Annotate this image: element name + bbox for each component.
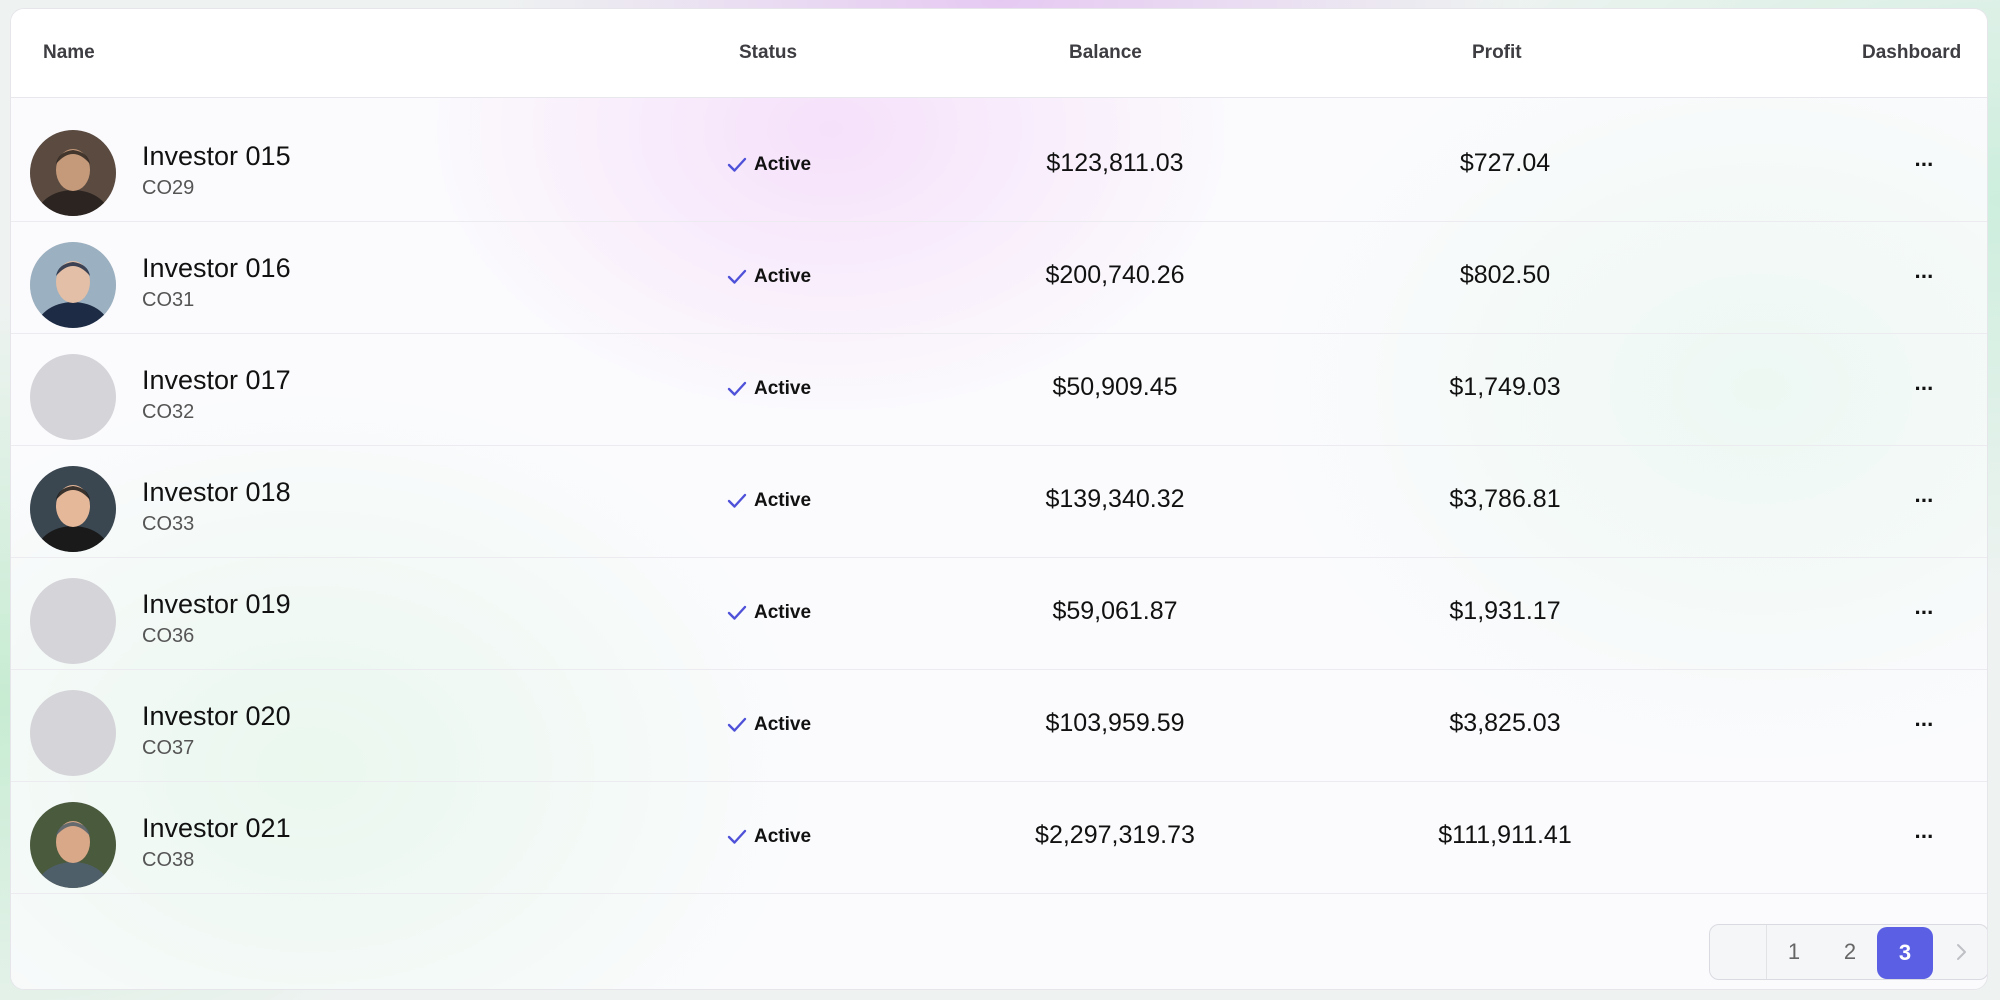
- investor-code: CO38: [142, 849, 195, 871]
- status-badge: Active: [726, 489, 811, 513]
- page-2-button[interactable]: 2: [1843, 939, 1857, 964]
- more-horizontal-icon[interactable]: ···: [1914, 376, 1935, 401]
- check-icon: [727, 157, 747, 172]
- investor-name: Investor 015: [142, 141, 291, 171]
- investor-code: CO32: [142, 401, 195, 423]
- check-icon: [727, 717, 747, 732]
- status-badge: Active: [726, 825, 811, 849]
- avatar: [30, 690, 116, 776]
- more-horizontal-icon[interactable]: ···: [1914, 488, 1935, 513]
- avatar: [30, 130, 116, 216]
- investor-name: Investor 017: [142, 365, 291, 395]
- table-row[interactable]: Investor 016 CO31 Active $200,740.26 $80…: [11, 221, 1987, 334]
- avatar: [30, 466, 116, 552]
- status-label: Active: [754, 490, 812, 511]
- more-horizontal-icon[interactable]: ···: [1914, 712, 1935, 737]
- more-horizontal-icon[interactable]: ···: [1914, 152, 1935, 177]
- avatar: [30, 578, 116, 664]
- table-row[interactable]: Investor 019 CO36 Active $59,061.87 $1,9…: [11, 557, 1987, 670]
- page-1-button[interactable]: 1: [1787, 939, 1801, 964]
- status-label: Active: [754, 602, 812, 623]
- avatar: [30, 242, 116, 328]
- table-row[interactable]: Investor 018 CO33 Active $139,340.32 $3,…: [11, 445, 1987, 558]
- investor-code: CO33: [142, 513, 195, 535]
- status-badge: Active: [726, 713, 811, 737]
- balance-value: $139,340.32: [1045, 485, 1185, 513]
- header-profit: Profit: [1472, 42, 1522, 63]
- profit-value: $111,911.41: [1438, 821, 1572, 849]
- status-label: Active: [754, 714, 812, 735]
- status-badge: Active: [726, 265, 811, 289]
- profit-value: $3,786.81: [1449, 485, 1561, 513]
- status-label: Active: [754, 826, 812, 847]
- more-horizontal-icon[interactable]: ···: [1914, 600, 1935, 625]
- investor-code: CO31: [142, 289, 195, 311]
- more-horizontal-icon[interactable]: ···: [1914, 824, 1935, 849]
- status-badge: Active: [726, 153, 811, 177]
- table-row[interactable]: Investor 015 CO29 Active $123,811.03 $72…: [11, 109, 1987, 222]
- balance-value: $2,297,319.73: [1035, 821, 1195, 849]
- pagination-next-button[interactable]: [1934, 925, 1987, 979]
- investor-name: Investor 019: [142, 589, 291, 619]
- status-badge: Active: [726, 601, 811, 625]
- profit-value: $802.50: [1459, 261, 1551, 289]
- check-icon: [727, 381, 747, 396]
- pagination-prev-button[interactable]: [1710, 925, 1767, 979]
- status-label: Active: [754, 378, 812, 399]
- table-row[interactable]: Investor 017 CO32 Active $50,909.45 $1,7…: [11, 333, 1987, 446]
- investor-name: Investor 016: [142, 253, 291, 283]
- balance-value: $50,909.45: [1052, 373, 1178, 401]
- table-row[interactable]: Investor 021 CO38 Active $2,297,319.73 $…: [11, 781, 1987, 894]
- check-icon: [727, 269, 747, 284]
- avatar: [30, 802, 116, 888]
- header-balance: Balance: [1069, 42, 1142, 63]
- balance-value: $103,959.59: [1045, 709, 1185, 737]
- profit-value: $1,749.03: [1449, 373, 1561, 401]
- investor-name: Investor 018: [142, 477, 291, 507]
- investor-code: CO29: [142, 177, 195, 199]
- balance-value: $123,811.03: [1046, 149, 1184, 177]
- avatar: [30, 354, 116, 440]
- check-icon: [727, 493, 747, 508]
- investor-name: Investor 021: [142, 813, 291, 843]
- check-icon: [727, 829, 747, 844]
- more-horizontal-icon[interactable]: ···: [1914, 264, 1935, 289]
- status-badge: Active: [726, 377, 811, 401]
- table-header: Name Status Balance Profit Dashboard: [11, 9, 1987, 98]
- header-name: Name: [43, 42, 95, 63]
- status-label: Active: [754, 154, 812, 175]
- investor-code: CO37: [142, 737, 195, 759]
- balance-value: $200,740.26: [1045, 261, 1185, 289]
- investor-code: CO36: [142, 625, 195, 647]
- profit-value: $3,825.03: [1449, 709, 1561, 737]
- chevron-right-icon: [1957, 944, 1966, 960]
- profit-value: $727.04: [1459, 149, 1551, 177]
- page-3-button-current[interactable]: 3: [1877, 927, 1933, 979]
- check-icon: [727, 605, 747, 620]
- balance-value: $59,061.87: [1052, 597, 1178, 625]
- profit-value: $1,931.17: [1449, 597, 1561, 625]
- pagination: 1 2 3: [1709, 924, 1987, 980]
- header-status: Status: [739, 42, 798, 63]
- investor-name: Investor 020: [142, 701, 291, 731]
- status-label: Active: [754, 266, 812, 287]
- header-dashboard: Dashboard: [1862, 42, 1962, 63]
- investors-table-card: Name Status Balance Profit Dashboard Inv…: [10, 8, 1988, 990]
- table-row[interactable]: Investor 020 CO37 Active $103,959.59 $3,…: [11, 669, 1987, 782]
